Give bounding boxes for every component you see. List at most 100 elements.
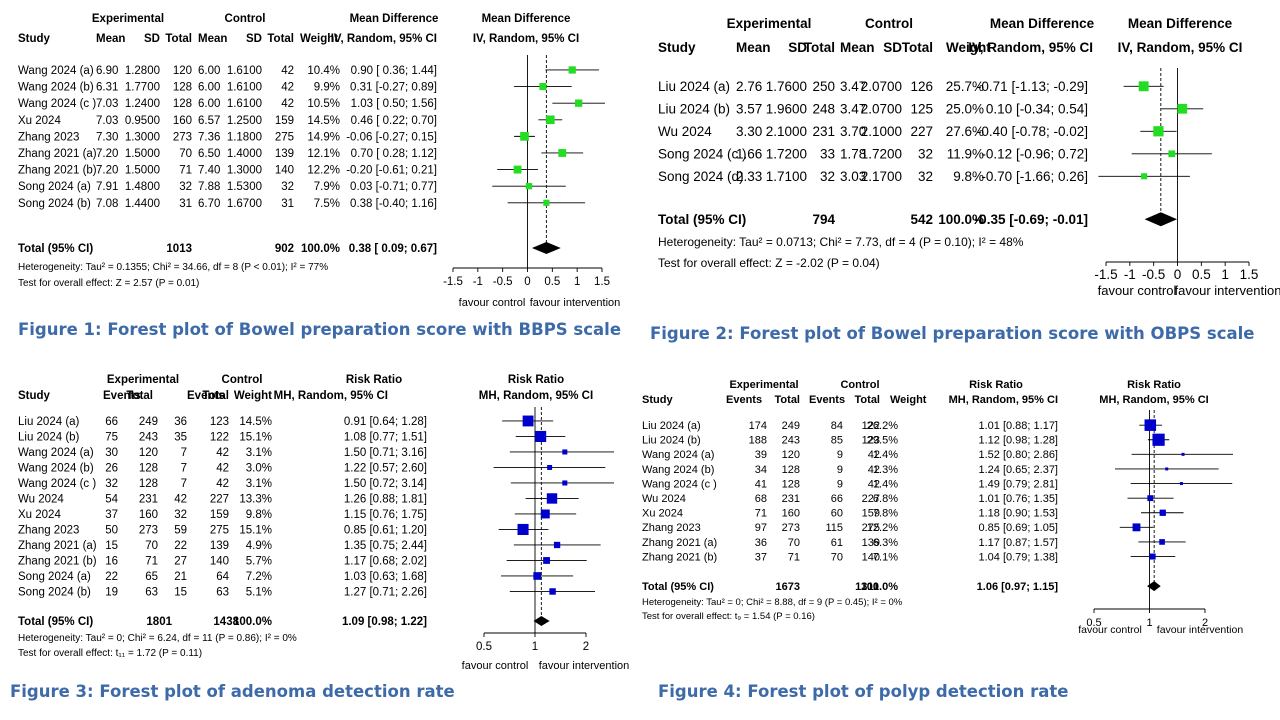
pooled-diamond bbox=[531, 241, 561, 254]
study-marker bbox=[558, 149, 567, 157]
cell-c1: 97 bbox=[755, 522, 767, 534]
ci-cell: 1.17 [0.87; 1.57] bbox=[978, 537, 1058, 549]
ci-cell: 1.12 [0.98; 1.28] bbox=[978, 435, 1058, 447]
total-ci: 0.38 [ 0.09; 0.67] bbox=[349, 243, 437, 255]
study-name: Liu 2024 (b) bbox=[642, 435, 701, 447]
x-axis-tick-label: 0.5 bbox=[1192, 267, 1211, 282]
column-header: Weight bbox=[890, 394, 927, 406]
study-name: Zhang 2021 (a) bbox=[18, 540, 97, 552]
cell-c1: 30 bbox=[105, 447, 118, 459]
column-header: Mean bbox=[198, 33, 227, 45]
cell-c6: 159 bbox=[275, 115, 294, 127]
cell-c4: 42 bbox=[868, 478, 880, 490]
study-name: Zhang 2023 bbox=[18, 525, 79, 537]
weight-cell: 26.2% bbox=[867, 420, 898, 432]
cell-c4: 7.88 bbox=[198, 181, 220, 193]
cell-c6: 42 bbox=[281, 98, 294, 110]
cell-c1: 7.91 bbox=[96, 181, 118, 193]
cell-c1: 37 bbox=[105, 509, 118, 521]
weight-cell: 13.3% bbox=[239, 494, 272, 506]
column-header: Mean bbox=[736, 40, 771, 55]
column-header: Events bbox=[726, 394, 762, 406]
cell-c4: 6.00 bbox=[198, 65, 220, 77]
study-name: Wang 2024 (c ) bbox=[18, 98, 96, 110]
cell-c2: 71 bbox=[788, 551, 800, 563]
overall-effect-note: Test for overall effect: Z = -2.02 (P = … bbox=[658, 256, 880, 270]
cell-c2: 243 bbox=[139, 432, 158, 444]
cell-c5: 1.6100 bbox=[227, 98, 262, 110]
cell-c1: 16 bbox=[105, 556, 118, 568]
cell-c1: 22 bbox=[105, 571, 118, 583]
study-name: Zhang 2021 (b) bbox=[642, 551, 717, 563]
ci-cell: 1.01 [0.76; 1.35] bbox=[978, 493, 1058, 505]
cell-c1: 41 bbox=[755, 478, 767, 490]
ci-cell: 1.01 [0.88; 1.17] bbox=[978, 420, 1058, 432]
cell-c3: 22 bbox=[174, 540, 187, 552]
cell-c5: 2.1000 bbox=[861, 124, 902, 139]
study-name: Zhang 2023 bbox=[18, 131, 79, 143]
weight-cell: 9.9% bbox=[314, 82, 340, 94]
cell-c2: 120 bbox=[139, 447, 158, 459]
total-label: Total (95% CI) bbox=[642, 581, 714, 593]
study-name: Wang 2024 (a) bbox=[18, 65, 94, 77]
x-axis-tick-label: -1 bbox=[1124, 267, 1136, 282]
cell-c6: 32 bbox=[281, 181, 294, 193]
cell-c2: 1.4800 bbox=[125, 181, 160, 193]
cell-c3: 9 bbox=[837, 449, 843, 461]
ci-cell: -0.06 [-0.27; 0.15] bbox=[346, 131, 437, 143]
column-header: Events bbox=[103, 390, 141, 402]
study-name: Song 2024 (b) bbox=[18, 587, 91, 599]
weight-cell: 7.1% bbox=[873, 551, 898, 563]
cell-c2: 1.2800 bbox=[125, 65, 160, 77]
column-header: Total bbox=[804, 40, 835, 55]
cell-c5: 1.4000 bbox=[227, 148, 262, 160]
cell-c1: 66 bbox=[105, 416, 118, 428]
figure-2-caption: Figure 2: Forest plot of Bowel preparati… bbox=[650, 324, 1255, 343]
cell-c2: 70 bbox=[145, 540, 158, 552]
study-marker bbox=[1141, 173, 1148, 180]
cell-c3: 32 bbox=[179, 181, 192, 193]
cell-c2: 273 bbox=[782, 522, 800, 534]
x-axis-tick-label: 2 bbox=[1202, 617, 1208, 629]
cell-c2: 249 bbox=[782, 420, 800, 432]
cell-c4: 3.47 bbox=[840, 102, 866, 117]
cell-c1: 71 bbox=[755, 508, 767, 520]
study-name: Wang 2024 (b) bbox=[18, 82, 94, 94]
header-plot-effect-measure: Risk Ratio bbox=[1127, 379, 1181, 391]
cell-c4: 64 bbox=[216, 571, 229, 583]
column-header: Weight bbox=[300, 33, 338, 45]
weight-cell: 12.2% bbox=[307, 165, 340, 177]
header-plot-effect-measure: Mean Difference bbox=[1128, 16, 1233, 31]
study-name: Zhang 2021 (b) bbox=[18, 165, 97, 177]
x-axis-tick-label: 0.5 bbox=[476, 641, 492, 653]
cell-c3: 31 bbox=[179, 198, 192, 210]
ci-cell: 1.22 [0.57; 2.60] bbox=[344, 463, 427, 475]
cell-c5: 1.6700 bbox=[227, 198, 262, 210]
cell-c3: 85 bbox=[831, 435, 843, 447]
cell-c5: 2.1700 bbox=[861, 169, 902, 184]
x-axis-tick-label: -1 bbox=[473, 276, 483, 288]
cell-c3: 7 bbox=[181, 478, 187, 490]
cell-c3: 27 bbox=[174, 556, 187, 568]
cell-c2: 2.1000 bbox=[766, 124, 807, 139]
favour-intervention-label: favour intervention bbox=[1175, 283, 1280, 298]
cell-c1: 3.30 bbox=[736, 124, 762, 139]
total-n-experimental: 1673 bbox=[776, 581, 800, 593]
study-name: Liu 2024 (a) bbox=[18, 416, 80, 428]
column-header: Total bbox=[902, 40, 933, 55]
x-axis-tick-label: -1.5 bbox=[1094, 267, 1117, 282]
study-marker bbox=[547, 465, 553, 470]
x-axis-tick-label: 1 bbox=[532, 641, 538, 653]
column-header: SD bbox=[144, 33, 160, 45]
cell-c2: 1.5000 bbox=[125, 148, 160, 160]
study-name: Wang 2024 (b) bbox=[642, 464, 714, 476]
cell-c4: 3.70 bbox=[840, 124, 866, 139]
cell-c2: 128 bbox=[782, 464, 800, 476]
study-name: Xu 2024 bbox=[18, 509, 61, 521]
cell-c2: 231 bbox=[782, 493, 800, 505]
cell-c1: 68 bbox=[755, 493, 767, 505]
pooled-diamond bbox=[533, 615, 550, 626]
weight-cell: 1.4% bbox=[873, 449, 898, 461]
overall-effect-note: Test for overall effect: t₉ = 1.54 (P = … bbox=[642, 611, 815, 622]
overall-effect-note: Test for overall effect: Z = 2.57 (P = 0… bbox=[18, 278, 199, 289]
